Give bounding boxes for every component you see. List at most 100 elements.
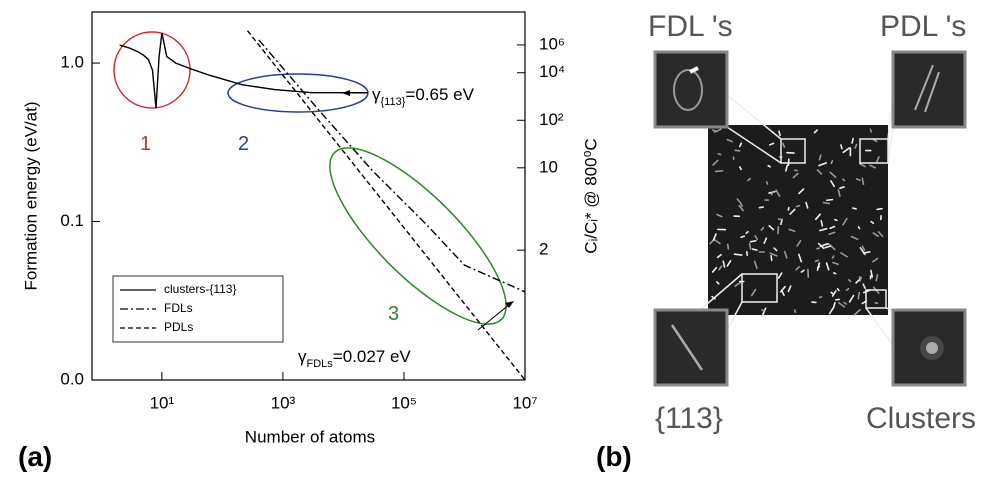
particle (750, 288, 757, 297)
particle (768, 224, 775, 231)
y2-tick-label: 10 (539, 157, 558, 176)
legend-label: PDLs (164, 320, 193, 334)
particle (857, 226, 861, 230)
particle (753, 260, 758, 270)
particle (716, 253, 722, 259)
y-tick-label: 1.0 (60, 53, 84, 72)
inset (891, 50, 967, 129)
particle (814, 259, 820, 263)
panel-label: (a) (18, 441, 52, 472)
particle (768, 142, 775, 146)
series-line (246, 30, 526, 381)
particle (819, 227, 828, 232)
particle (777, 272, 783, 279)
particle (745, 230, 749, 235)
particle (824, 245, 832, 249)
particle (778, 130, 781, 137)
annotation: 2 (238, 133, 249, 155)
y2-axis-label: Cᵢ/Cᵢ* @ 800⁰C (581, 138, 600, 253)
particle (773, 247, 778, 252)
particle (738, 166, 742, 171)
particle (751, 248, 758, 251)
particle (872, 232, 879, 238)
particle (831, 290, 837, 297)
particle (848, 279, 852, 283)
particle (816, 169, 823, 175)
y2-tick-label: 10⁶ (539, 34, 565, 53)
particle (842, 178, 846, 182)
series-line (119, 32, 368, 109)
particle (877, 231, 884, 238)
particle (854, 143, 858, 149)
inset-label: FDL 's (648, 10, 733, 43)
particle (777, 218, 783, 221)
particle (813, 129, 819, 134)
particle (862, 251, 871, 254)
particle (775, 189, 781, 197)
particle (717, 152, 722, 156)
particle (716, 281, 720, 285)
particle (734, 282, 741, 287)
particle (828, 306, 835, 315)
particle (722, 260, 726, 268)
particle (761, 307, 767, 317)
particle (770, 190, 774, 196)
particle (783, 250, 788, 259)
particle (788, 228, 796, 233)
annotation: γFDLs=0.027 eV (298, 347, 411, 370)
particle (796, 239, 802, 247)
particle (839, 186, 845, 189)
particle (859, 276, 862, 282)
inset (653, 50, 729, 129)
x-tick-label: 10¹ (150, 393, 175, 412)
particle (862, 283, 866, 290)
particle (747, 177, 751, 182)
particle (858, 162, 866, 168)
particle (795, 266, 800, 271)
particle (872, 257, 879, 263)
x-tick-label: 10⁷ (512, 393, 537, 412)
particle (726, 260, 732, 267)
particle (714, 170, 724, 173)
particle (850, 235, 859, 241)
particle (782, 142, 786, 148)
y2-tick-label: 10² (539, 110, 564, 129)
particle (761, 309, 765, 312)
particle (848, 294, 855, 303)
particle (855, 178, 861, 182)
particle (814, 213, 822, 221)
particle (826, 198, 834, 202)
particle (832, 272, 837, 275)
connectors (699, 94, 894, 346)
y2-tick-label: 10⁴ (539, 62, 565, 81)
inset-label: {113} (655, 402, 723, 435)
particle (733, 253, 743, 256)
particle (876, 207, 883, 211)
y-axis-label: Formation energy (eV/at) (21, 102, 40, 291)
particle (842, 147, 851, 154)
particle (836, 287, 840, 292)
particle (779, 285, 786, 293)
particle (712, 159, 719, 166)
highlight-ellipse (329, 147, 507, 325)
particle (763, 237, 768, 245)
particle (712, 233, 717, 242)
particle (829, 171, 837, 179)
particle (842, 217, 848, 226)
particle (817, 242, 825, 250)
particle (876, 156, 880, 163)
inset (891, 308, 967, 387)
x-axis-label: Number of atoms (245, 427, 375, 446)
particle (818, 154, 822, 161)
particle (726, 243, 730, 250)
y2-tick-label: 2 (539, 240, 548, 259)
particle (845, 287, 850, 291)
particle (840, 144, 843, 150)
particle (838, 302, 846, 308)
particle (758, 206, 764, 209)
particle (837, 189, 841, 197)
particle (870, 220, 875, 225)
particle (785, 164, 789, 172)
particle (805, 201, 809, 209)
